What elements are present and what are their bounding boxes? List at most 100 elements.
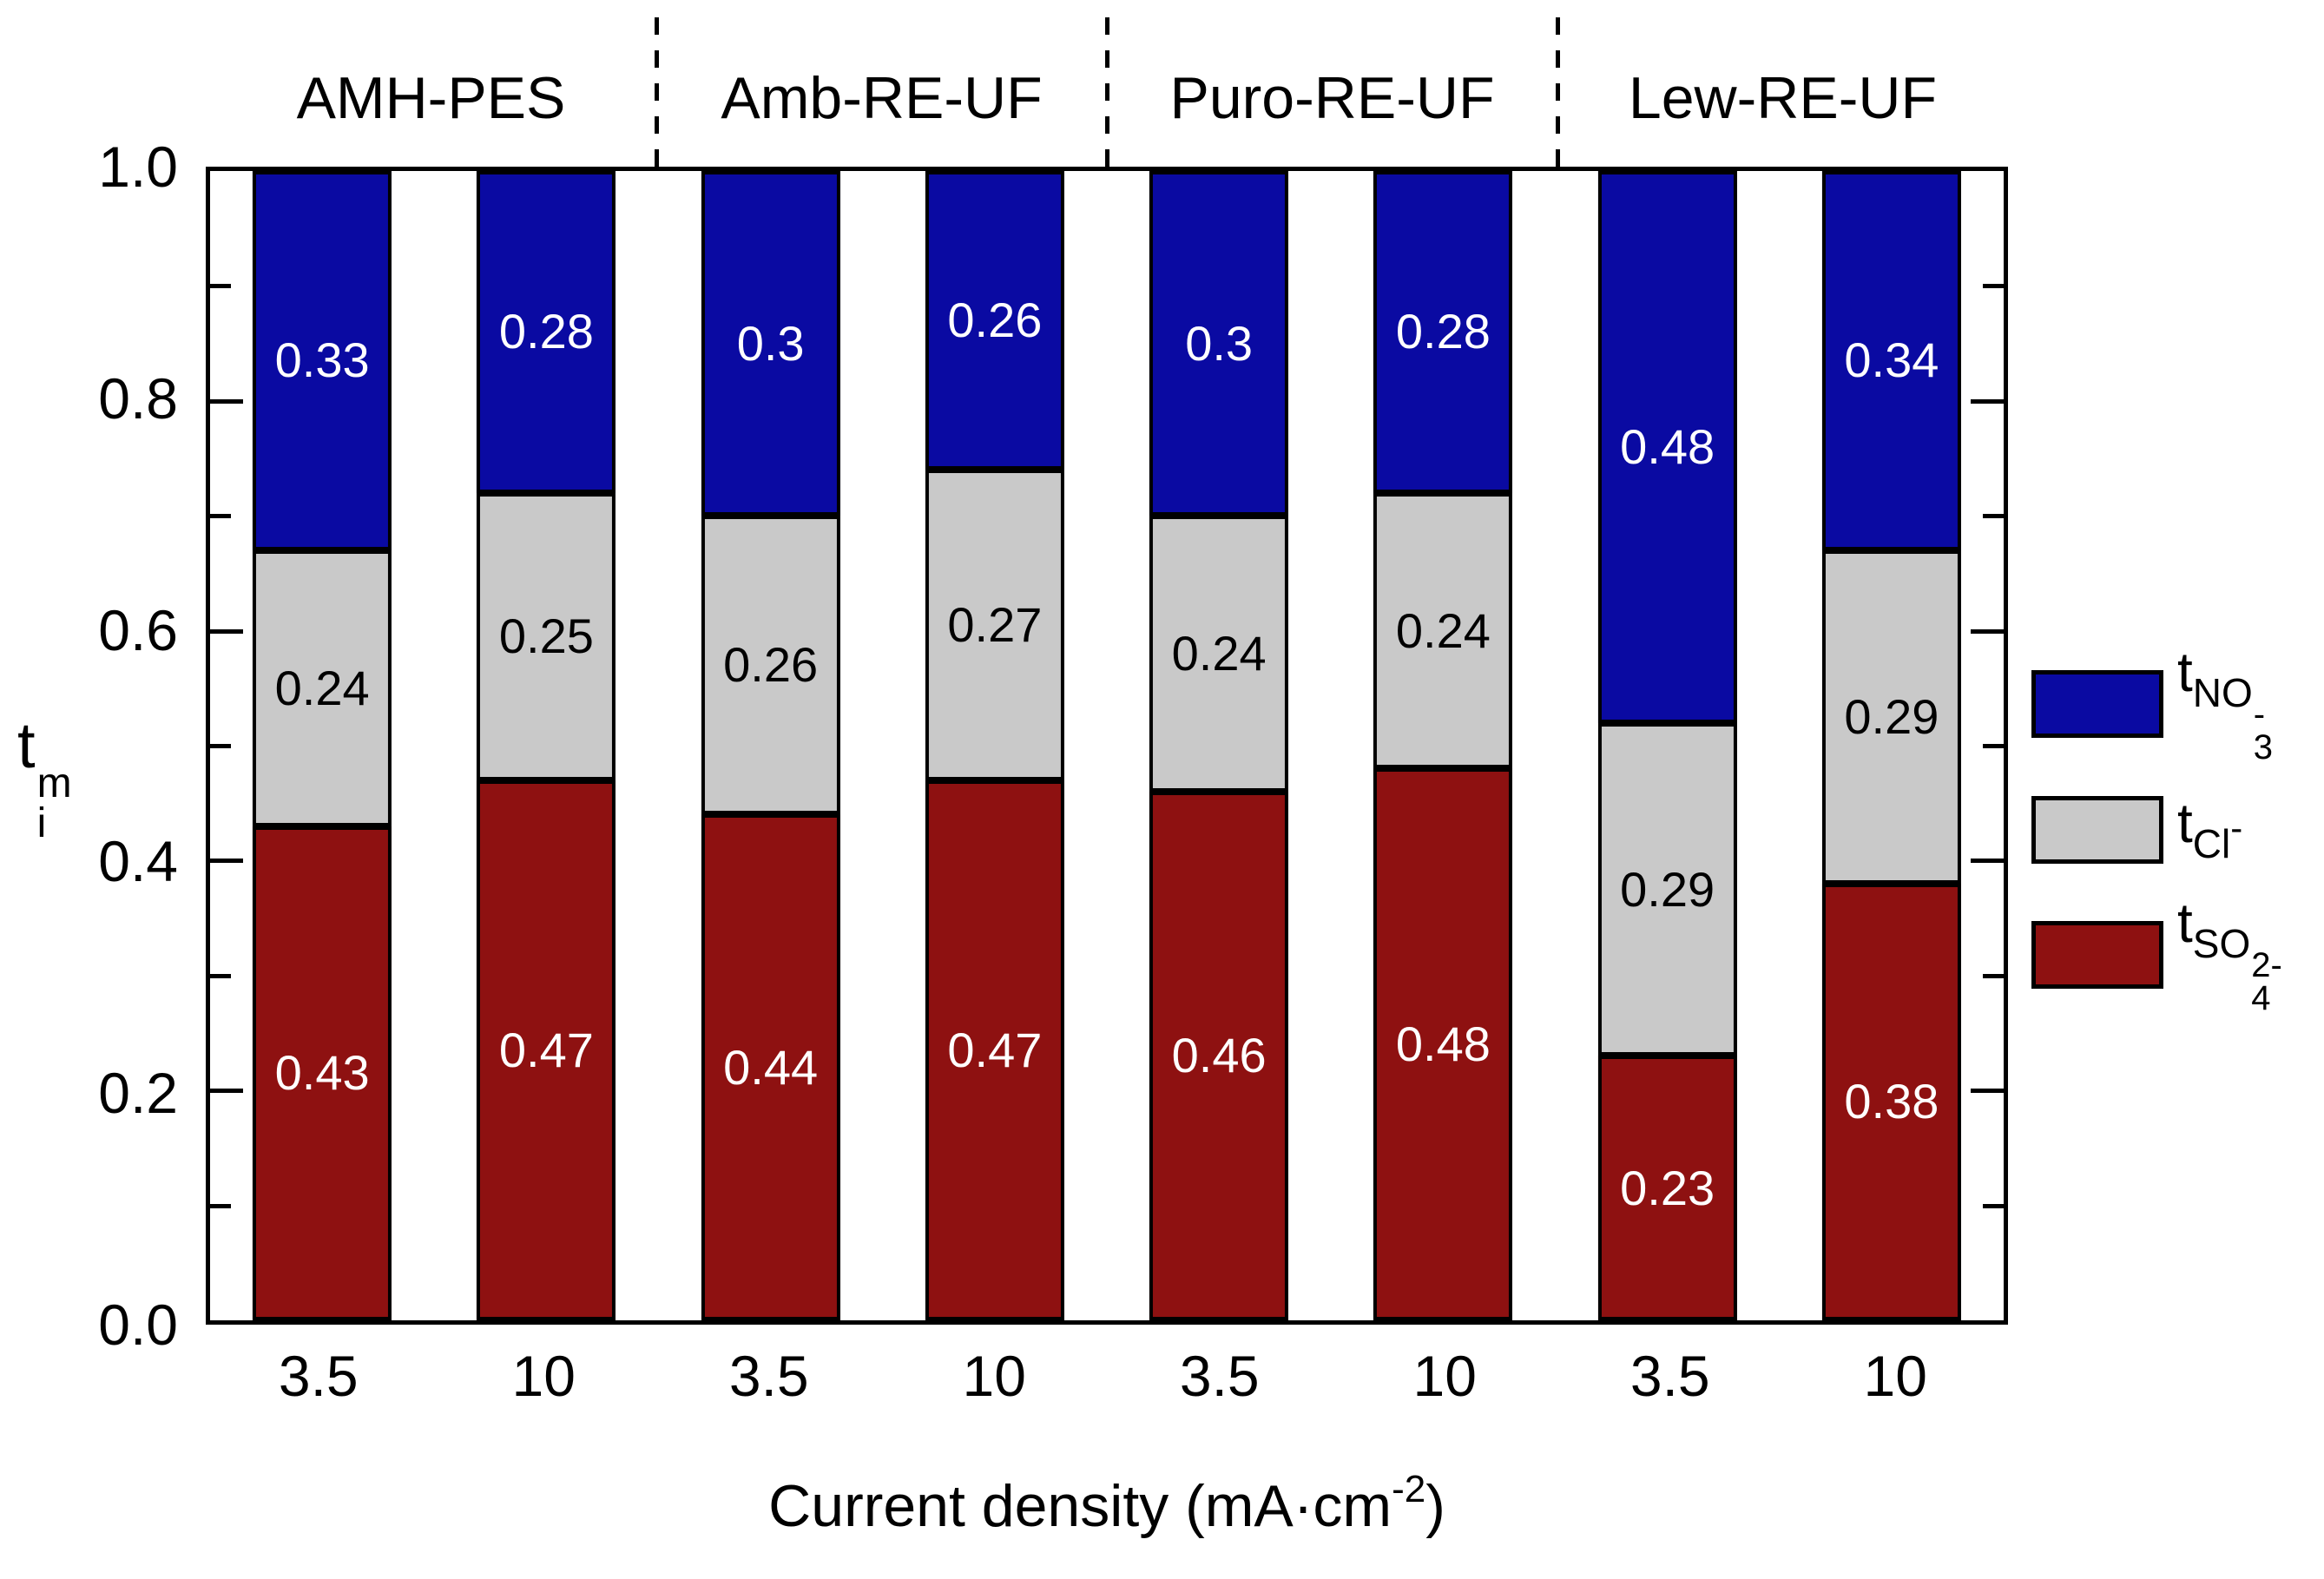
y-axis-tick-labels: 1.0 0.8 0.6 0.4 0.2 0.0 — [0, 135, 178, 1357]
bar-slot: 0.48 0.24 0.28 — [1331, 171, 1555, 1320]
bar-segment-t_Cl^-: 0.24 — [1373, 492, 1513, 769]
x-tick-label: 10 — [962, 1344, 1026, 1408]
bar-segment-t_Cl^-: 0.24 — [1149, 516, 1289, 792]
y-major-tick — [210, 628, 243, 634]
group-title-row: AMH-PES Amb-RE-UF Puro-RE-UF Lew-RE-UF — [206, 50, 2008, 146]
bar-segment-t_SO4^2-: 0.44 — [701, 814, 840, 1320]
stacked-bar-3.5-4: 0.46 0.24 0.3 — [1149, 171, 1289, 1320]
x-axis-title-suffix: ) — [1425, 1473, 1445, 1539]
segment-value-label: 0.33 — [274, 332, 370, 388]
legend-item-t_Cl-: tCl- — [2031, 795, 2282, 864]
bar-segment-t_SO4^2-: 0.38 — [1821, 883, 1961, 1320]
bar-slot: 0.43 0.24 0.33 — [210, 171, 434, 1320]
x-axis-title-exponent: -2 — [1392, 1468, 1426, 1510]
y-tick-label: 0.4 — [98, 829, 178, 894]
bar-segment-t_Cl^-: 0.29 — [1821, 549, 1961, 884]
bar-segment-t_NO3^-: 0.26 — [925, 171, 1064, 470]
segment-value-label: 0.29 — [1844, 688, 1939, 744]
segment-value-label: 0.3 — [736, 315, 805, 371]
bar-segment-t_NO3^-: 0.3 — [1149, 171, 1289, 516]
bar-slot: 0.23 0.29 0.48 — [1556, 171, 1780, 1320]
stacked-bar-10-5: 0.48 0.24 0.28 — [1373, 171, 1513, 1320]
segment-value-label: 0.3 — [1185, 315, 1254, 371]
y-tick-label: 0.2 — [98, 1061, 178, 1126]
bar-segment-t_Cl^-: 0.24 — [253, 549, 392, 826]
legend-swatch-t_SO4-2 — [2031, 921, 2163, 989]
bar-slot: 0.47 0.25 0.28 — [434, 171, 658, 1320]
x-tick-label: 10 — [1412, 1344, 1477, 1408]
y-axis-title-sub: i — [36, 799, 47, 846]
legend-label-t_Cl-: tCl- — [2177, 792, 2243, 866]
bar-segment-t_Cl^-: 0.29 — [1597, 722, 1737, 1056]
legend-swatch-t_Cl- — [2031, 795, 2163, 864]
segment-value-label: 0.28 — [498, 304, 594, 359]
y-major-tick — [210, 859, 243, 864]
y-tick-label: 0.8 — [98, 365, 178, 431]
bar-segment-t_Cl^-: 0.26 — [701, 516, 840, 815]
y-minor-tick — [1983, 1203, 2004, 1208]
y-tick-label: 1.0 — [98, 135, 178, 199]
stacked-bar-10-7: 0.38 0.29 0.34 — [1821, 171, 1961, 1320]
bar-segment-t_SO4^2-: 0.47 — [477, 780, 616, 1320]
bar-segment-t_NO3^-: 0.34 — [1821, 171, 1961, 550]
bar-segment-t_Cl^-: 0.25 — [477, 492, 616, 780]
y-minor-tick — [210, 744, 231, 748]
segment-value-label: 0.48 — [1620, 418, 1715, 474]
legend-item-t_SO4-2: tSO 2- 4 — [2031, 895, 2282, 1016]
group-title-Amb-RE-UF: Amb-RE-UF — [721, 65, 1043, 131]
segment-value-label: 0.34 — [1844, 332, 1939, 388]
y-major-tick — [1971, 1089, 2004, 1094]
x-tick-label: 3.5 — [1179, 1344, 1260, 1408]
group-title-AMH-PES: AMH-PES — [296, 65, 566, 131]
y-major-tick — [1971, 859, 2004, 864]
stacked-bar-3.5-6: 0.23 0.29 0.48 — [1597, 171, 1737, 1320]
segment-value-label: 0.44 — [723, 1039, 819, 1095]
y-tick-label: 0.6 — [98, 597, 178, 662]
bar-slot: 0.44 0.26 0.3 — [659, 171, 883, 1320]
x-tick-label: 3.5 — [278, 1344, 359, 1408]
x-tick-label: 10 — [1863, 1344, 1927, 1408]
segment-value-label: 0.24 — [1395, 602, 1491, 658]
segment-value-label: 0.27 — [947, 597, 1043, 652]
bar-segment-t_NO3^-: 0.3 — [701, 171, 840, 516]
segment-value-label: 0.24 — [1171, 626, 1267, 681]
bar-segment-t_SO4^2-: 0.48 — [1373, 768, 1513, 1320]
y-minor-tick — [210, 284, 231, 289]
x-tick-label: 10 — [511, 1344, 576, 1408]
segment-value-label: 0.25 — [498, 609, 594, 664]
stacked-bar-10-1: 0.47 0.25 0.28 — [477, 171, 616, 1320]
y-minor-tick — [210, 1203, 231, 1208]
legend-swatch-t_NO3- — [2031, 670, 2163, 738]
segment-value-label: 0.29 — [1620, 861, 1715, 917]
segment-value-label: 0.46 — [1171, 1028, 1267, 1083]
bar-slot: 0.46 0.24 0.3 — [1107, 171, 1331, 1320]
bar-segment-t_NO3^-: 0.28 — [1373, 171, 1513, 493]
x-tick-label: 3.5 — [1629, 1344, 1710, 1408]
group-title-Lew-RE-UF: Lew-RE-UF — [1628, 65, 1938, 131]
stacked-bar-10-3: 0.47 0.27 0.26 — [925, 171, 1064, 1320]
segment-value-label: 0.47 — [947, 1022, 1043, 1077]
bar-segment-t_NO3^-: 0.48 — [1597, 171, 1737, 723]
legend: tNO -3 tCl-tSO 2- 4 — [2031, 644, 2282, 1046]
segment-value-label: 0.47 — [498, 1022, 594, 1077]
plot-area: 0.43 0.24 0.33 0.47 0.25 0.28 0.44 0.26 0.3 0.47 0… — [206, 167, 2008, 1325]
y-axis-title-main: t — [17, 709, 36, 781]
bar-segment-t_Cl^-: 0.27 — [925, 470, 1064, 780]
y-minor-tick — [210, 973, 231, 978]
segment-value-label: 0.26 — [723, 637, 819, 693]
x-axis-title-prefix: Current density (mA·cm — [768, 1473, 1392, 1539]
bar-slot: 0.47 0.27 0.26 — [883, 171, 1107, 1320]
x-axis-tick-labels: 3.5 10 3.5 10 3.5 10 3.5 10 — [206, 1339, 2008, 1413]
group-title-Puro-RE-UF: Puro-RE-UF — [1169, 65, 1495, 131]
y-major-tick — [1971, 398, 2004, 404]
x-axis-title: Current density (mA·cm-2) — [206, 1468, 2008, 1539]
y-minor-tick — [1983, 973, 2004, 978]
y-major-tick — [210, 398, 243, 404]
segment-value-label: 0.24 — [274, 660, 370, 715]
stacked-bar-3.5-2: 0.44 0.26 0.3 — [701, 171, 840, 1320]
segment-value-label: 0.38 — [1844, 1074, 1939, 1129]
segment-value-label: 0.23 — [1620, 1160, 1715, 1215]
segment-value-label: 0.28 — [1395, 304, 1491, 359]
